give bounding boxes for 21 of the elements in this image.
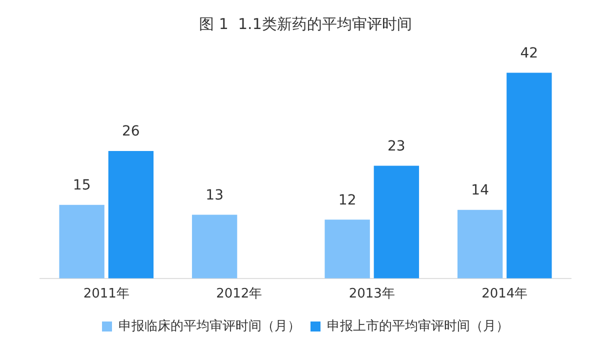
data-label: 23	[388, 138, 406, 154]
data-label: 42	[520, 45, 538, 62]
data-label: 14	[471, 182, 490, 198]
x-tick-label: 2013年	[348, 286, 395, 302]
bar	[374, 166, 420, 278]
x-tick-label: 2012年	[216, 286, 262, 302]
legend-label: 申报临床的平均审评时间（月）	[118, 318, 300, 334]
data-label: 15	[72, 178, 91, 194]
data-label: 12	[338, 192, 356, 208]
data-label: 13	[206, 187, 224, 204]
bar	[108, 151, 154, 278]
bar	[324, 220, 370, 278]
data-label: 26	[122, 124, 140, 140]
bar	[59, 204, 104, 278]
bar	[457, 210, 503, 278]
bar	[506, 72, 552, 278]
legend-label: 申报上市的平均审评时间（月）	[327, 318, 509, 334]
x-tick-label: 2011年	[83, 286, 130, 302]
chart-title: 图 1 1.1类新药的平均审评时间	[199, 14, 412, 33]
bar	[192, 214, 238, 278]
x-tick-label: 2014年	[482, 286, 528, 302]
